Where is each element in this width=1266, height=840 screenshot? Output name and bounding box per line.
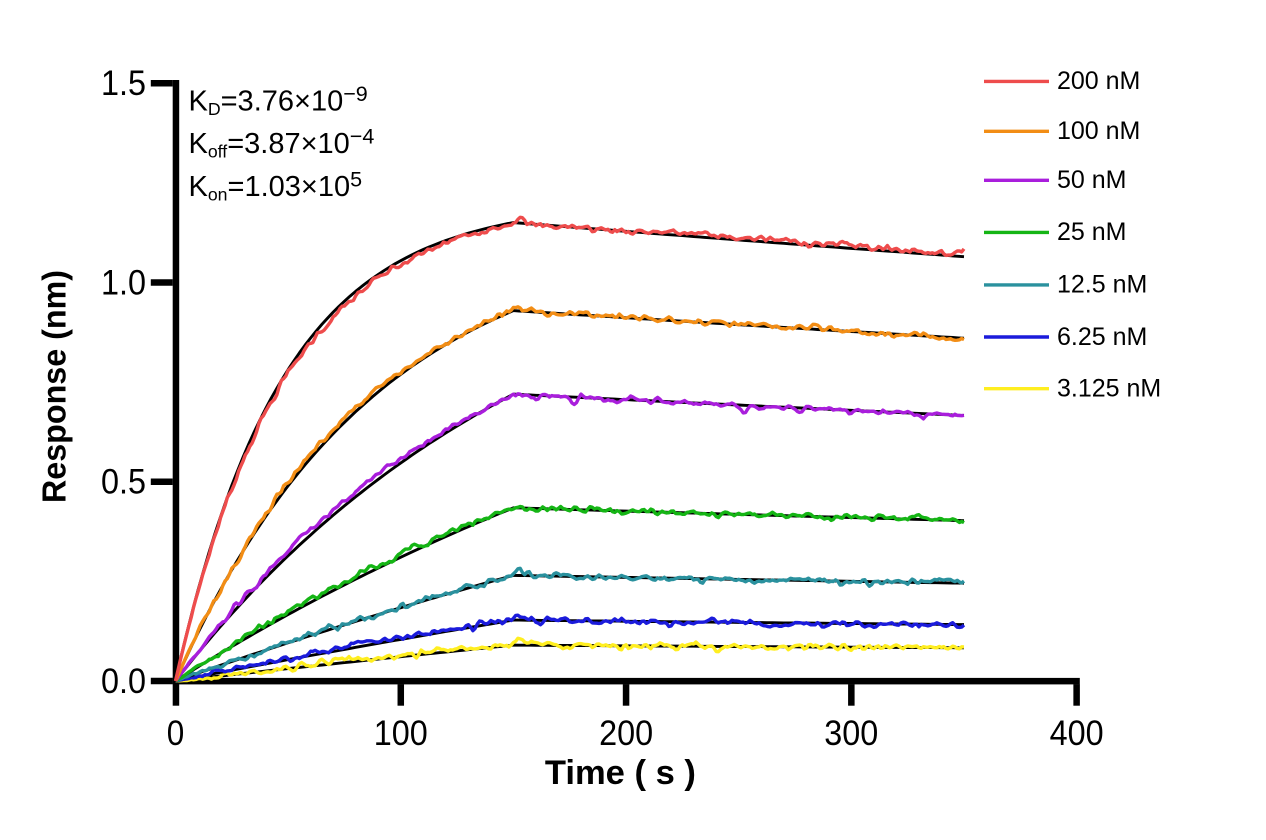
svg-text:0.0: 0.0 [101, 662, 146, 701]
svg-text:400: 400 [1050, 714, 1104, 753]
svg-text:200 nM: 200 nM [1057, 67, 1140, 95]
svg-text:25 nM: 25 nM [1057, 218, 1126, 246]
svg-text:200: 200 [599, 714, 653, 753]
svg-text:3.125 nM: 3.125 nM [1057, 375, 1161, 403]
svg-text:0.5: 0.5 [101, 463, 146, 502]
svg-text:1.5: 1.5 [101, 64, 146, 103]
svg-text:12.5 nM: 12.5 nM [1057, 271, 1147, 299]
svg-text:Response (nm): Response (nm) [36, 270, 73, 503]
svg-text:1.0: 1.0 [101, 263, 146, 302]
svg-text:100 nM: 100 nM [1057, 117, 1140, 145]
svg-text:300: 300 [824, 714, 878, 753]
svg-text:50 nM: 50 nM [1057, 166, 1126, 194]
svg-text:0: 0 [167, 714, 185, 753]
svg-text:6.25 nM: 6.25 nM [1057, 323, 1147, 351]
svg-text:100: 100 [374, 714, 428, 753]
svg-text:Time ( s ): Time ( s ) [545, 754, 696, 792]
